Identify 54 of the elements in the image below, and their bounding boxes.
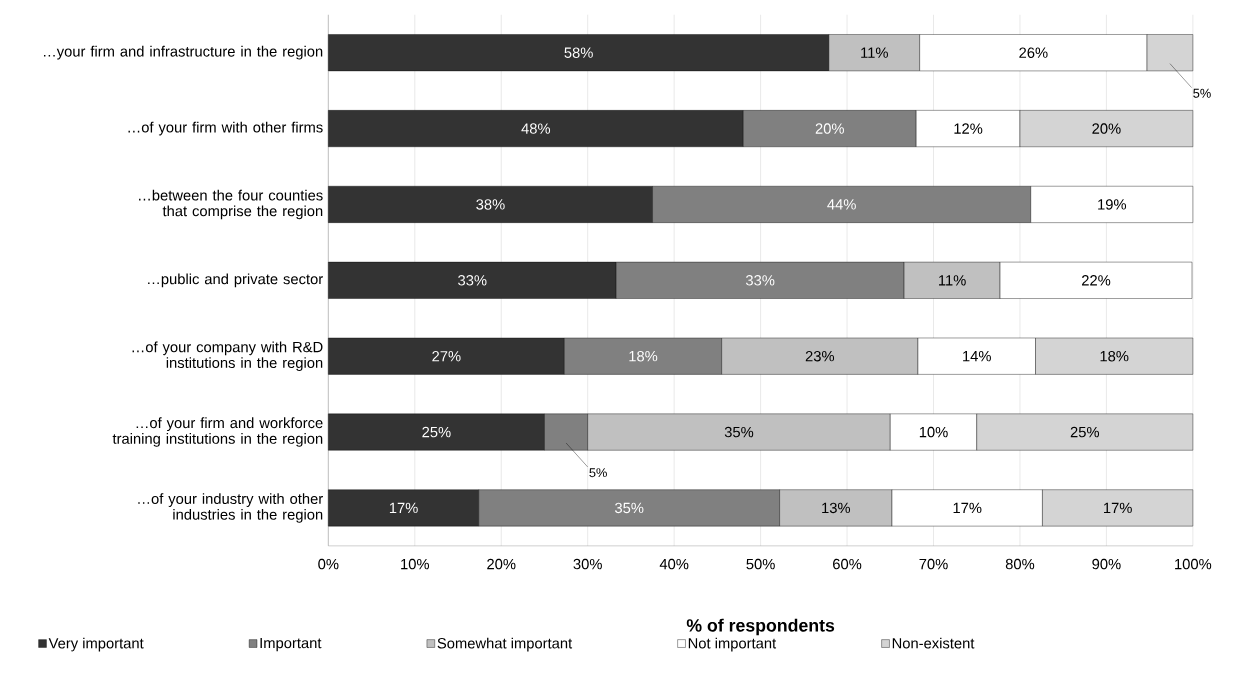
x-tick-label: 80% — [1005, 559, 1035, 570]
data-label: 20% — [1092, 123, 1121, 134]
y-tick-label: …between the four counties that comprise the region — [139, 189, 323, 220]
y-tick-label: …of your company with R&D institutions in the region — [132, 341, 323, 372]
x-axis-title: % of respondents — [686, 618, 835, 636]
data-label: 19% — [1098, 199, 1127, 210]
data-label: 44% — [827, 199, 856, 210]
x-tick-label: 30% — [573, 559, 602, 570]
y-tick-label: …public and private sector — [148, 273, 323, 288]
data-label: 26% — [1019, 47, 1048, 59]
data-label: 33% — [458, 275, 487, 286]
x-tick-label: 10% — [401, 559, 430, 570]
legend-label: Important — [260, 638, 322, 652]
legend-label: Very important — [48, 637, 144, 652]
data-label: 35% — [614, 502, 644, 514]
data-label: 48% — [521, 123, 551, 134]
x-tick-label: 60% — [833, 559, 862, 570]
data-label: 23% — [805, 351, 835, 362]
data-label: 18% — [629, 351, 658, 362]
data-label: 11% — [939, 275, 966, 286]
data-label: 17% — [1104, 502, 1132, 514]
x-tick-label: 20% — [487, 559, 516, 570]
data-label: 10% — [919, 427, 948, 438]
x-tick-label: 90% — [1092, 559, 1121, 570]
legend-label: Non-existent — [892, 637, 975, 649]
x-tick-label: 50% — [746, 559, 775, 570]
x-tick-label: 70% — [919, 559, 948, 570]
y-tick-label: …your firm and infrastructure in the region — [44, 46, 323, 60]
data-label: 35% — [724, 427, 754, 438]
data-label: 20% — [815, 123, 844, 134]
y-tick-label: …of your firm and workforce training institutions in the region — [112, 417, 323, 447]
data-label: 17% — [953, 502, 982, 514]
x-tick-label: 0% — [318, 559, 339, 570]
data-label: 14% — [963, 351, 991, 362]
legend-label: Somewhat important — [437, 637, 573, 652]
data-label: 25% — [1070, 427, 1100, 438]
legend-label: Not important — [688, 637, 777, 652]
data-label: 25% — [422, 427, 451, 438]
data-label: 27% — [432, 351, 461, 362]
data-label: 38% — [476, 199, 505, 210]
data-label: 58% — [564, 47, 593, 59]
data-label: 18% — [1100, 351, 1129, 362]
data-label: 5% — [589, 468, 607, 478]
data-label: 5% — [1193, 88, 1211, 98]
data-label: 33% — [745, 275, 775, 286]
data-label: 17% — [389, 502, 418, 514]
y-tick-label: …of your firm with other firms — [128, 121, 323, 136]
data-label: 12% — [954, 123, 983, 134]
x-tick-label: 100% — [1175, 559, 1212, 570]
data-label: 11% — [861, 47, 888, 59]
data-label: 22% — [1082, 275, 1111, 286]
y-tick-label: …of your industry with other industries in the region — [138, 493, 323, 523]
x-tick-label: 40% — [659, 559, 689, 570]
data-label: 13% — [822, 502, 851, 514]
